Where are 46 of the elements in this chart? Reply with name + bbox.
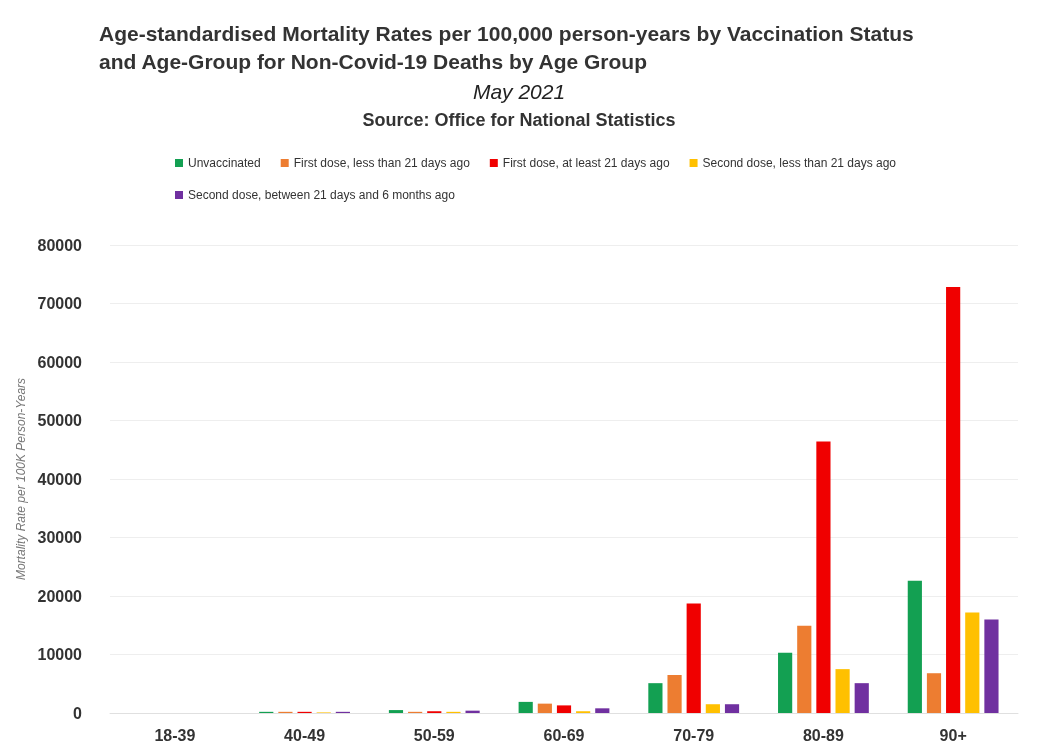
bar	[537, 703, 552, 713]
bar	[667, 674, 682, 713]
legend-label: Second dose, between 21 days and 6 months ago	[188, 188, 456, 202]
bar	[907, 580, 922, 713]
x-tick-label: 50-59	[413, 726, 455, 744]
legend-label: Unvaccinated	[188, 156, 261, 170]
bar	[518, 701, 533, 713]
legend-label: First dose, less than 21 days ago	[293, 156, 471, 170]
x-tick-label: 70-79	[673, 726, 715, 744]
bar	[465, 710, 480, 713]
y-tick-label: 60000	[37, 353, 83, 371]
bar	[705, 704, 720, 713]
legend-label: Second dose, less than 21 days ago	[702, 156, 897, 170]
bar	[648, 683, 663, 713]
bar	[797, 625, 812, 713]
bar	[686, 603, 701, 713]
y-axis-title: Mortality Rate per 100K Person-Years	[13, 377, 28, 581]
chart-title: Age-standardised Mortality Rates per 100,000 person-years by Vaccination Status and Age-Group for Non-Covid-19 Deaths by Age Group	[99, 21, 920, 73]
x-tick-label: 80-89	[802, 726, 844, 744]
bar	[816, 441, 831, 713]
x-tick-label: 90+	[939, 726, 967, 744]
bar	[854, 683, 869, 713]
bar	[965, 612, 980, 713]
source-note: Source: Office for National Statistics	[362, 110, 676, 130]
bar	[926, 673, 942, 713]
legend-label: First dose, at least 21 days ago	[502, 156, 670, 170]
chart-subtitle: May 2021	[472, 80, 566, 103]
y-tick-label: 50000	[37, 412, 83, 429]
bar	[724, 704, 740, 713]
y-tick-label: 30000	[37, 529, 83, 546]
bar	[984, 619, 999, 713]
x-tick-label: 40-49	[284, 726, 326, 744]
bar	[388, 710, 404, 713]
bar	[595, 708, 610, 713]
y-tick-label: 80000	[37, 236, 83, 254]
bar	[778, 652, 793, 713]
bar	[835, 669, 850, 713]
bar	[556, 705, 572, 713]
x-tick-label: 18-39	[154, 726, 196, 744]
y-tick-label: 40000	[37, 470, 83, 488]
x-tick-label: 60-69	[543, 726, 585, 744]
bar	[946, 287, 961, 713]
y-tick-label: 0	[73, 704, 83, 722]
y-tick-label: 20000	[37, 587, 83, 605]
y-tick-label: 10000	[37, 646, 83, 663]
y-tick-label: 70000	[37, 295, 83, 312]
